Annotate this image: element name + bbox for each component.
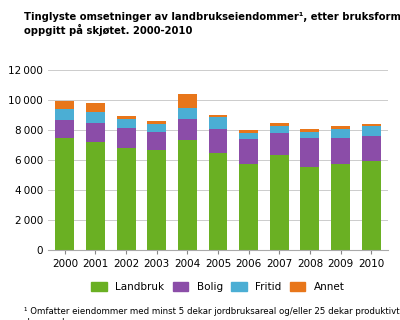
Bar — [55, 109, 74, 120]
Bar — [208, 153, 228, 250]
Bar — [117, 119, 136, 128]
Bar — [147, 149, 166, 250]
Text: Tinglyste omsetninger av landbrukseiendommer¹, etter bruksformål
oppgitt på skjø: Tinglyste omsetninger av landbrukseiendo… — [24, 10, 400, 36]
Bar — [86, 112, 105, 123]
Bar — [147, 121, 166, 124]
Bar — [331, 129, 350, 138]
Bar — [239, 164, 258, 250]
Bar — [270, 133, 289, 155]
Bar — [178, 108, 197, 119]
Bar — [362, 136, 381, 161]
Bar — [86, 103, 105, 112]
Bar — [178, 119, 197, 140]
Bar — [362, 126, 381, 136]
Bar — [270, 124, 289, 126]
Bar — [239, 133, 258, 139]
Bar — [55, 101, 74, 109]
Bar — [208, 115, 228, 117]
Text: ¹ Omfatter eiendommer med minst 5 dekar jordbruksareal og/eller 25 dekar produkt: ¹ Omfatter eiendommer med minst 5 dekar … — [24, 307, 400, 320]
Bar — [208, 117, 228, 129]
Bar — [86, 142, 105, 250]
Bar — [117, 148, 136, 250]
Bar — [331, 138, 350, 164]
Bar — [300, 138, 319, 167]
Bar — [178, 140, 197, 250]
Bar — [117, 116, 136, 119]
Bar — [55, 138, 74, 250]
Bar — [86, 123, 105, 142]
Bar — [362, 161, 381, 250]
Bar — [270, 126, 289, 133]
Bar — [331, 164, 350, 250]
Bar — [270, 155, 289, 250]
Bar — [362, 124, 381, 126]
Bar — [239, 139, 258, 164]
Bar — [239, 130, 258, 133]
Bar — [208, 129, 228, 153]
Bar — [331, 126, 350, 129]
Bar — [147, 124, 166, 132]
Legend: Landbruk, Bolig, Fritid, Annet: Landbruk, Bolig, Fritid, Annet — [91, 282, 345, 292]
Bar — [300, 129, 319, 132]
Bar — [178, 93, 197, 108]
Bar — [55, 120, 74, 138]
Bar — [300, 167, 319, 250]
Bar — [147, 132, 166, 149]
Bar — [117, 128, 136, 148]
Bar — [300, 132, 319, 138]
